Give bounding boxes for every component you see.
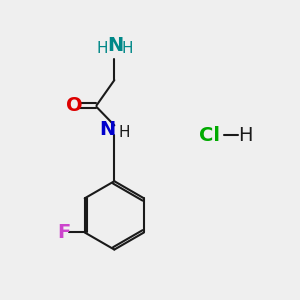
Text: N: N [100, 120, 116, 139]
Text: F: F [57, 223, 70, 242]
Text: H: H [122, 41, 134, 56]
Text: N: N [107, 37, 123, 56]
Text: Cl: Cl [199, 126, 220, 145]
Text: H: H [97, 41, 108, 56]
Text: H: H [238, 126, 252, 145]
Text: O: O [66, 96, 82, 115]
Text: H: H [119, 125, 130, 140]
